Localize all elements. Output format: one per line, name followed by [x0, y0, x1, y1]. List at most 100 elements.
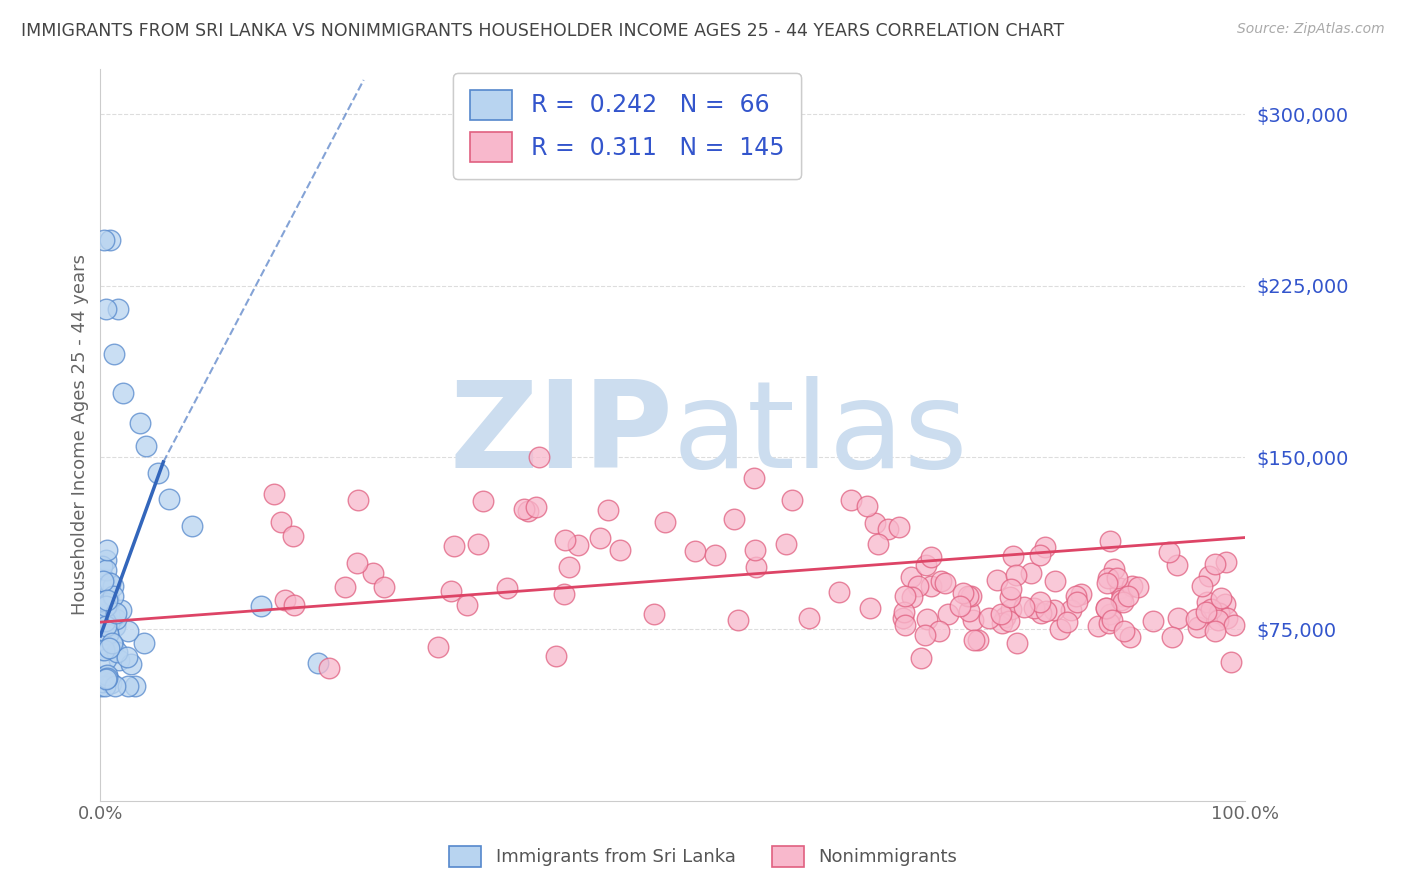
Point [496, 581, 519, 595]
Point [93, 594, 115, 608]
Point [990, 607, 1012, 621]
Point [1213, 597, 1236, 611]
Point [117, 679, 139, 693]
Point [97, 597, 120, 611]
Point [780, 493, 803, 508]
Point [683, 543, 706, 558]
Point [928, 624, 950, 639]
Point [146, 467, 169, 481]
Point [1095, 576, 1118, 591]
Point [94, 301, 117, 316]
Point [727, 614, 749, 628]
Point [1128, 580, 1150, 594]
Point [1199, 602, 1222, 616]
Point [1111, 595, 1133, 609]
Point [307, 657, 329, 671]
Point [1098, 607, 1121, 622]
Point [1033, 540, 1056, 554]
Point [554, 533, 576, 547]
Point [598, 503, 620, 517]
Point [94, 652, 117, 666]
Point [1109, 593, 1132, 607]
Point [124, 679, 146, 693]
Point [643, 607, 665, 622]
Point [907, 580, 929, 594]
Point [962, 613, 984, 627]
Point [97, 627, 120, 641]
Point [1060, 602, 1083, 616]
Point [915, 612, 938, 626]
Point [744, 543, 766, 558]
Point [1167, 611, 1189, 625]
Point [887, 520, 910, 534]
Point [91, 574, 114, 589]
Point [91, 638, 114, 652]
Point [335, 580, 357, 594]
Point [283, 598, 305, 612]
Point [104, 607, 127, 621]
Point [1198, 569, 1220, 583]
Point [877, 522, 900, 536]
Point [93, 668, 115, 682]
Point [157, 491, 180, 506]
Point [1223, 618, 1246, 632]
Point [274, 593, 297, 607]
Point [994, 610, 1017, 624]
Point [94, 599, 117, 613]
Point [1191, 579, 1213, 593]
Point [1105, 571, 1128, 585]
Point [1035, 603, 1057, 617]
Point [104, 619, 127, 633]
Point [1005, 568, 1028, 582]
Point [100, 676, 122, 690]
Point [105, 645, 128, 659]
Point [998, 614, 1021, 628]
Point [998, 590, 1021, 604]
Point [868, 537, 890, 551]
Point [181, 519, 204, 533]
Point [1056, 615, 1078, 630]
Point [963, 632, 986, 647]
Point [467, 537, 489, 551]
Point [991, 615, 1014, 630]
Point [346, 556, 368, 570]
Point [960, 590, 983, 604]
Point [517, 504, 540, 518]
Point [1070, 587, 1092, 601]
Point [91, 675, 114, 690]
Point [1111, 589, 1133, 603]
Point [859, 601, 882, 615]
Point [956, 590, 979, 604]
Point [96, 619, 118, 633]
Y-axis label: Householder Income Ages 25 - 44 years: Householder Income Ages 25 - 44 years [72, 254, 89, 615]
Point [97, 626, 120, 640]
Point [1114, 624, 1136, 639]
Point [855, 500, 877, 514]
Point [1095, 601, 1118, 615]
Point [589, 531, 612, 545]
Point [1098, 533, 1121, 548]
Point [361, 566, 384, 581]
Point [98, 616, 121, 631]
Point [893, 618, 915, 632]
Point [914, 627, 936, 641]
Point [97, 589, 120, 603]
Text: atlas: atlas [673, 376, 969, 493]
Point [1001, 549, 1024, 563]
Point [1187, 620, 1209, 634]
Point [1166, 558, 1188, 573]
Point [347, 492, 370, 507]
Point [1109, 581, 1132, 595]
Point [1066, 595, 1088, 609]
Point [1206, 613, 1229, 627]
Point [1195, 605, 1218, 619]
Point [1029, 595, 1052, 609]
Point [567, 538, 589, 552]
Point [1121, 579, 1143, 593]
Point [797, 611, 820, 625]
Point [90, 643, 112, 657]
Point [112, 386, 135, 401]
Point [1000, 601, 1022, 615]
Point [1195, 595, 1218, 609]
Point [101, 579, 124, 593]
